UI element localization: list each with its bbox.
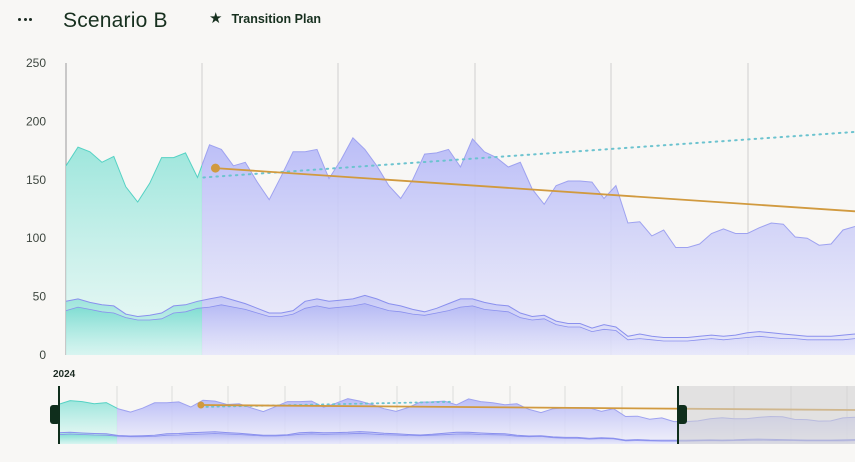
historical-area (66, 147, 202, 355)
series-layer (65, 130, 855, 355)
timeline-navigator[interactable] (50, 386, 855, 444)
range-handle-right[interactable] (677, 405, 687, 424)
band-lower-hist (66, 307, 202, 355)
range-handle-left[interactable] (50, 405, 60, 424)
band-upper-line (65, 294, 855, 338)
y-axis: 0 50 100 150 200 250 (26, 56, 46, 362)
y-tick-label: 100 (26, 231, 46, 245)
mini-plan-marker (197, 401, 205, 409)
menu-dot (23, 17, 27, 21)
star-icon: ★ (209, 10, 223, 27)
trend-dotted-line (202, 130, 855, 179)
y-tick-label: 50 (33, 290, 47, 304)
timeline-year-label: 2024 (53, 369, 76, 380)
y-tick-label: 250 (26, 56, 46, 70)
transition-plan-label: Transition Plan (231, 12, 322, 26)
mini-band-lower-hist (58, 434, 117, 444)
mini-trend-dotted-line (200, 400, 454, 408)
transition-plan-line (215, 167, 855, 213)
y-tick-label: 150 (26, 173, 46, 187)
y-tick-label: 0 (39, 348, 46, 362)
band-lower-line (65, 303, 855, 342)
historical-line (65, 146, 202, 203)
menu-dot (18, 17, 22, 21)
page-title: Scenario B (63, 9, 168, 32)
menu-dot (28, 17, 32, 21)
projected-line (202, 136, 855, 248)
transition-plan-toggle[interactable]: ★ Transition Plan (209, 11, 321, 27)
band-lower-proj (202, 303, 855, 355)
mini-series (58, 398, 855, 444)
mini-out-of-range (678, 386, 855, 444)
y-tick-label: 200 (26, 114, 46, 128)
plan-start-marker (210, 163, 220, 173)
more-horizontal-icon[interactable] (14, 8, 36, 30)
header: Scenario B ★ Transition Plan (0, 0, 855, 42)
